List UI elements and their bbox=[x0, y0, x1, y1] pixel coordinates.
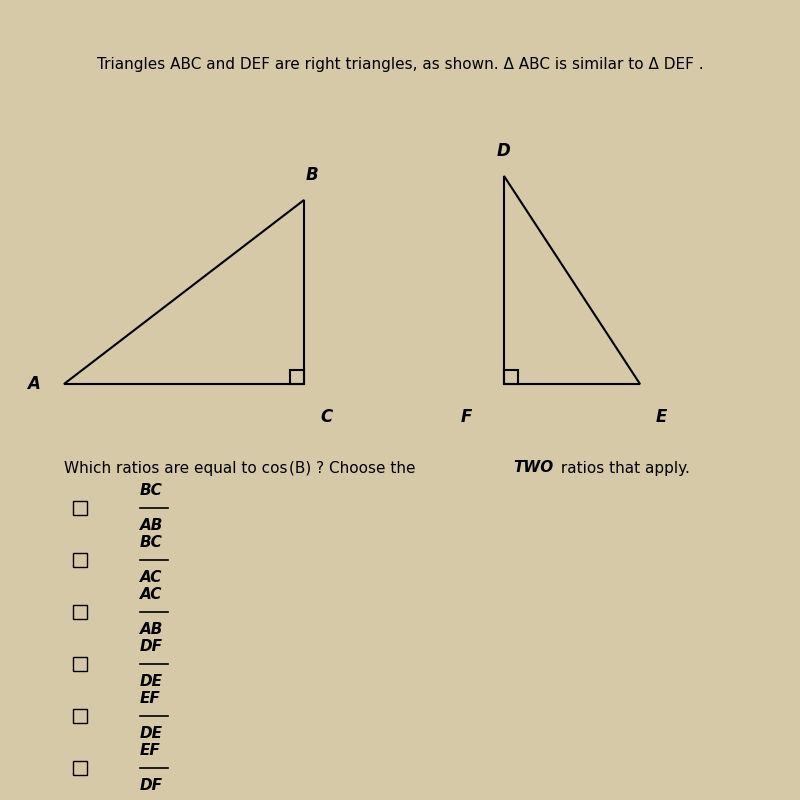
Text: Triangles ABC and DEF are right triangles, as shown. Δ ABC is similar to Δ DEF .: Triangles ABC and DEF are right triangle… bbox=[97, 57, 703, 71]
Text: DF: DF bbox=[140, 639, 163, 654]
Text: F: F bbox=[461, 408, 472, 426]
Text: BC: BC bbox=[140, 535, 163, 550]
Text: A: A bbox=[27, 375, 40, 393]
Text: BC: BC bbox=[140, 483, 163, 498]
Text: TWO: TWO bbox=[514, 461, 554, 475]
Text: DF: DF bbox=[140, 778, 163, 793]
Text: EF: EF bbox=[140, 691, 161, 706]
Text: EF: EF bbox=[140, 743, 161, 758]
Text: AB: AB bbox=[140, 622, 163, 637]
Text: B: B bbox=[306, 166, 318, 184]
Text: AB: AB bbox=[140, 518, 163, 533]
Text: Which ratios are equal to cos (B) ? Choose the: Which ratios are equal to cos (B) ? Choo… bbox=[64, 461, 420, 475]
Text: DE: DE bbox=[140, 674, 163, 689]
Text: DE: DE bbox=[140, 726, 163, 741]
Text: D: D bbox=[497, 142, 511, 160]
Text: E: E bbox=[656, 408, 667, 426]
Text: C: C bbox=[320, 408, 332, 426]
Text: AC: AC bbox=[140, 587, 162, 602]
Text: AC: AC bbox=[140, 570, 162, 585]
Text: ratios that apply.: ratios that apply. bbox=[556, 461, 690, 475]
